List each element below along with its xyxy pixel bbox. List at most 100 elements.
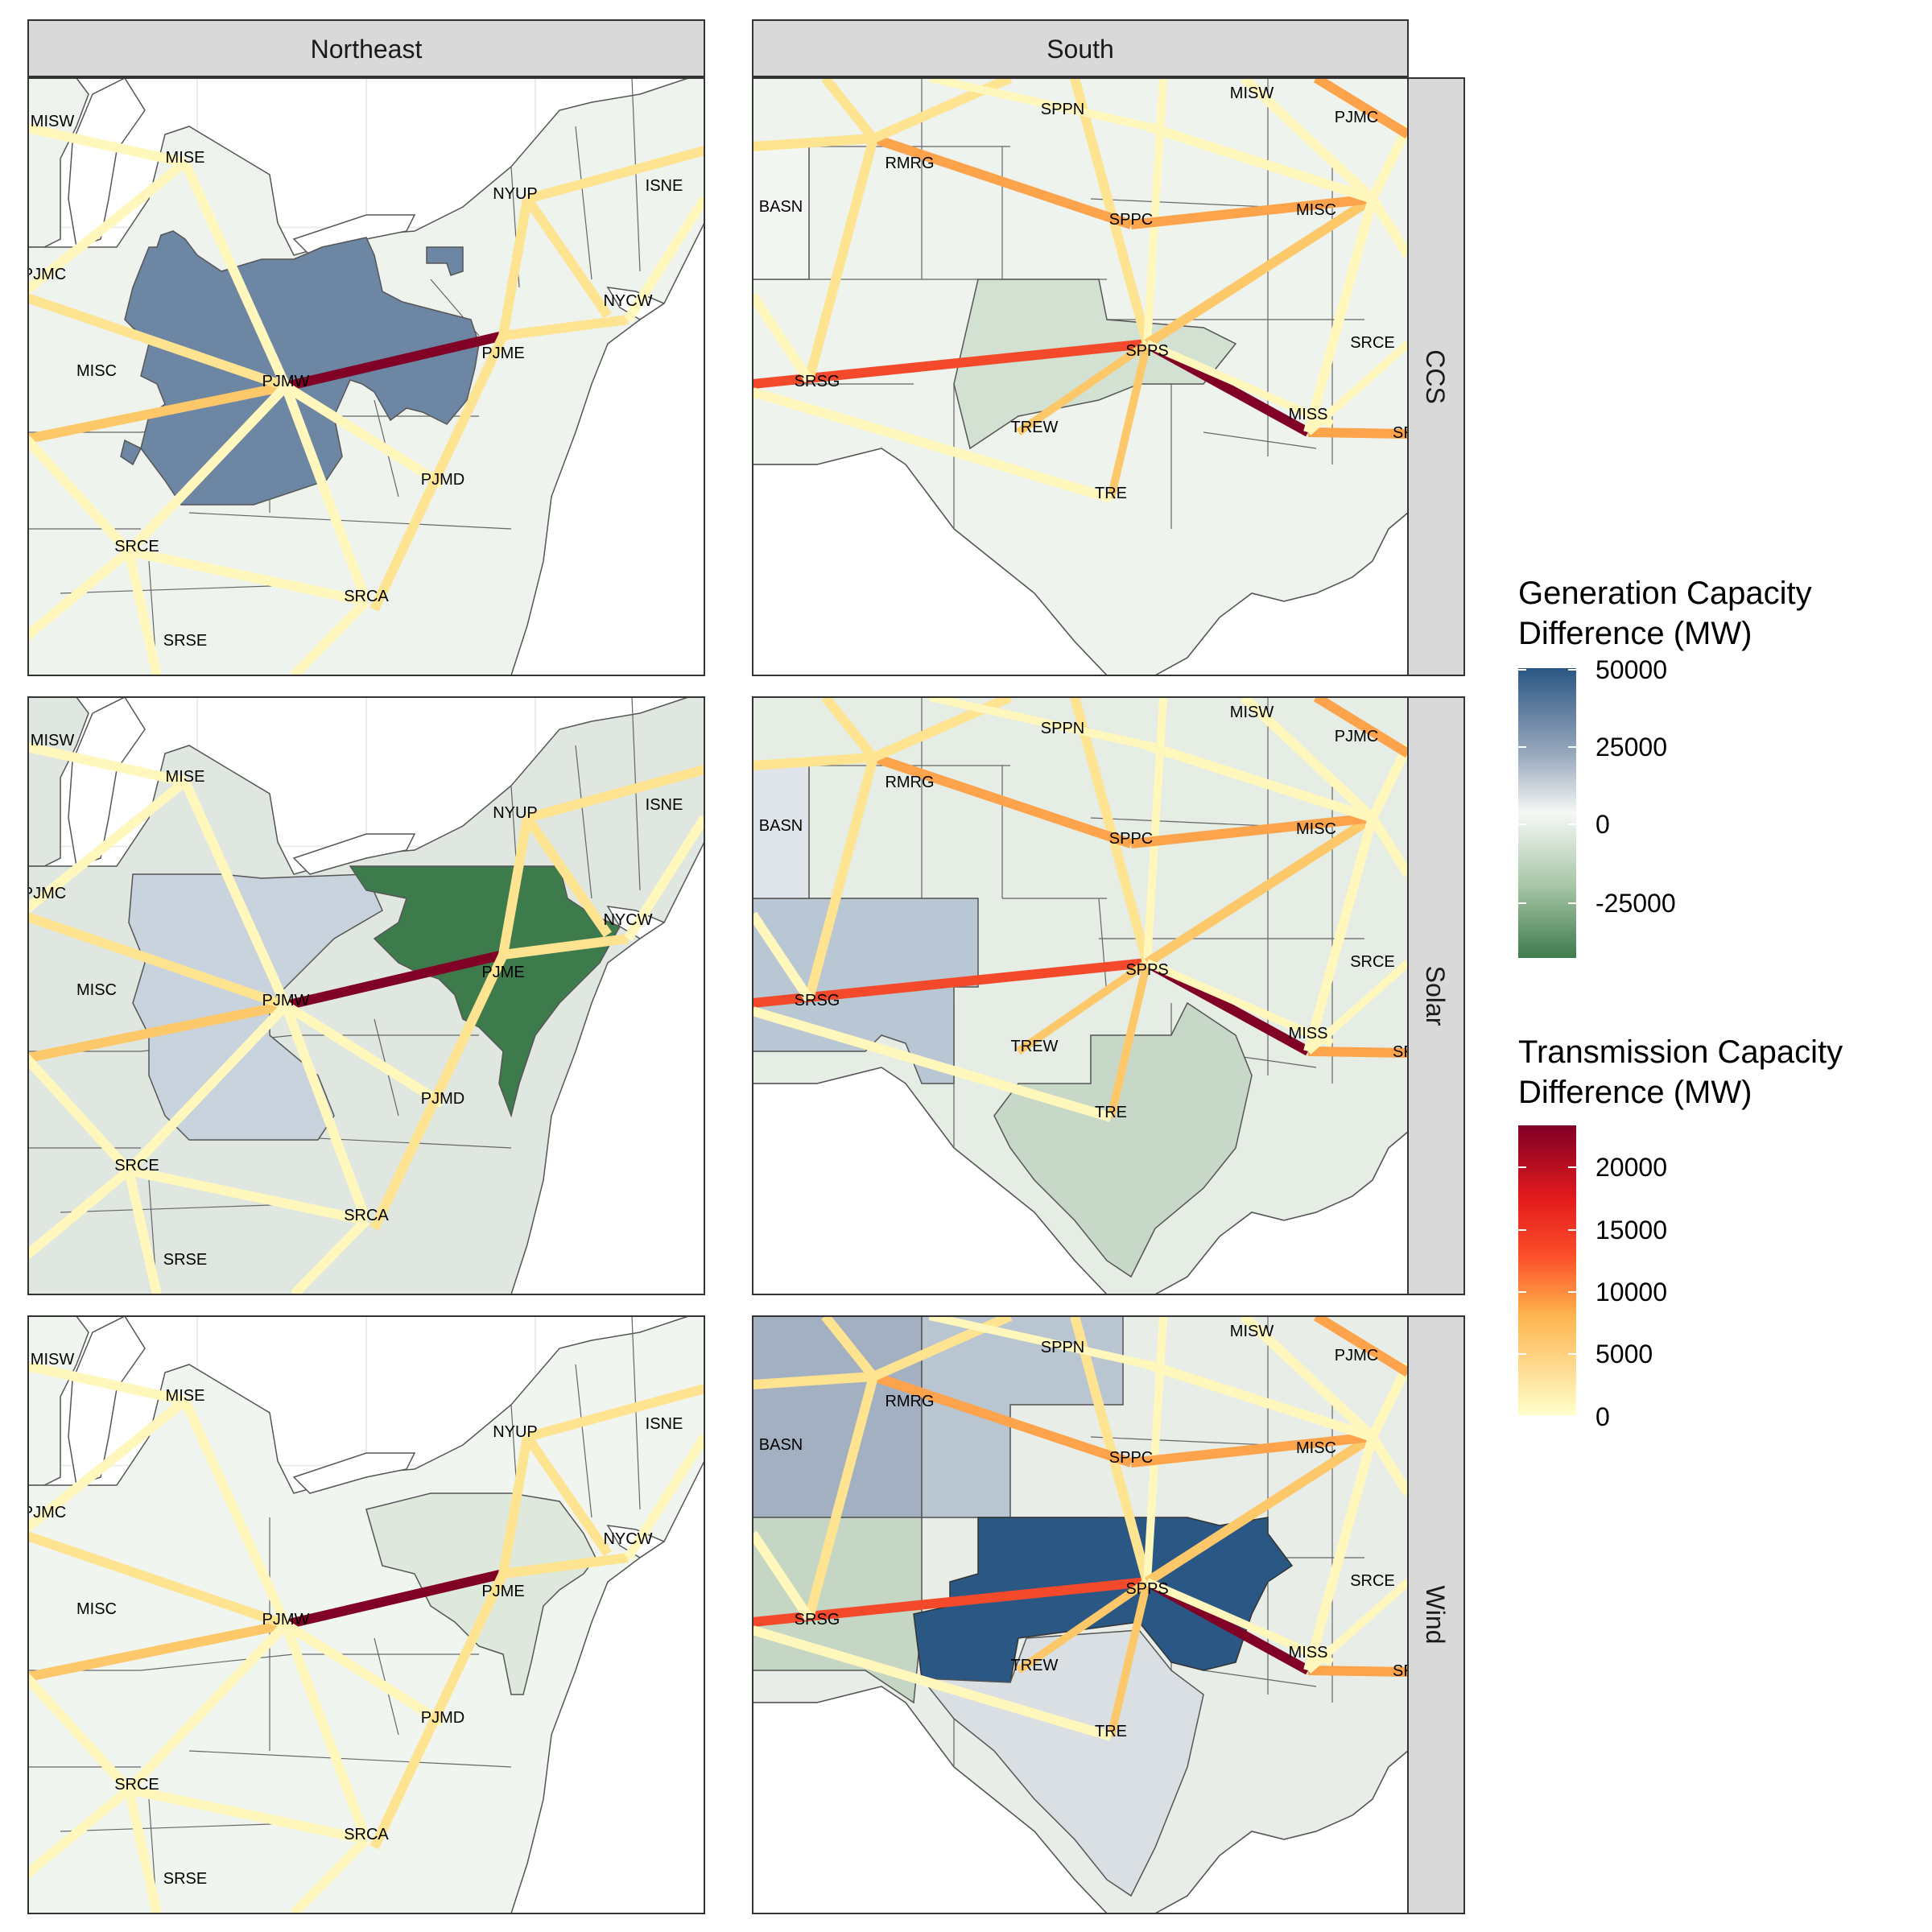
transmission-line	[1368, 1362, 1408, 1439]
row-label-ccs: CCS	[1421, 349, 1450, 404]
node-label-misc: MISC	[1296, 1439, 1336, 1457]
node-label-spps: SPPS	[1125, 342, 1168, 360]
panel-border	[752, 1315, 1409, 1914]
node-label-rmrg: RMRG	[885, 774, 934, 791]
boundary-line	[631, 697, 641, 891]
node-label-nycw: NYCW	[603, 1530, 652, 1548]
node-label-srse: SRSE	[163, 1251, 207, 1269]
boundary-line	[188, 512, 512, 530]
transmission-line	[283, 1620, 446, 1728]
node-label-spps: SPPS	[1125, 961, 1168, 979]
node-label-srca: SRCA	[344, 1207, 389, 1224]
transmission-line	[28, 1785, 132, 1880]
transmission-line	[526, 1384, 704, 1442]
panel-border	[752, 77, 1409, 676]
node-label-isne: ISNE	[646, 177, 683, 195]
node-label-srse: SRSE	[163, 632, 207, 650]
transmission-line	[1130, 813, 1373, 848]
transmission-line	[28, 912, 287, 1010]
transmission-line	[523, 815, 612, 938]
boundary-line	[1090, 1436, 1269, 1446]
transmission-line	[124, 550, 162, 675]
transmission-line	[753, 387, 1113, 503]
transmission-line	[502, 1553, 629, 1579]
transmission-line	[28, 382, 287, 444]
node-label-tre: TRE	[1095, 485, 1127, 502]
node-label-pjmd: PJMD	[421, 1709, 464, 1727]
transmission-line	[526, 146, 704, 204]
transmission-line	[124, 1788, 162, 1913]
node-label-pjme: PJME	[481, 345, 524, 362]
transmission-line	[127, 1785, 368, 1844]
node-label-srs: SRS	[1393, 1043, 1426, 1061]
node-label-srce: SRCE	[114, 538, 159, 555]
transmission-line	[623, 815, 704, 942]
transmission-line	[28, 1053, 133, 1174]
node-label-trew: TREW	[1011, 1038, 1059, 1055]
transmission-line	[1368, 1434, 1408, 1496]
transmission-line	[1146, 1360, 1374, 1442]
node-label-nycw: NYCW	[603, 292, 652, 310]
transmission-line	[804, 756, 878, 1001]
transmission-line	[498, 197, 532, 337]
transmission-line	[1368, 124, 1408, 201]
gulf-shape	[1154, 1750, 1408, 1913]
legend-generation-colorbar	[1518, 668, 1576, 958]
transmission-line	[623, 196, 704, 323]
highlight-region	[365, 1492, 597, 1695]
transmission-line	[1107, 1580, 1151, 1738]
transmission-line	[1240, 1316, 1377, 1441]
boundary-line	[631, 1316, 641, 1510]
node-label-misc: MISC	[1296, 201, 1336, 219]
transmission-line	[28, 1397, 188, 1534]
node-label-pjmw: PJMW	[262, 373, 310, 390]
node-label-srs: SRS	[1393, 424, 1426, 442]
row-label-wind: Wind	[1421, 1586, 1450, 1645]
node-label-pjmc: PJMC	[23, 1504, 66, 1521]
legend-generation-tick-label: 25000	[1596, 733, 1667, 762]
panel-south-solar: MISW SPPN PJMC RMRG BASN SPPC MISC SRCE SPPS SRSG…	[752, 696, 1426, 1295]
transmission-line	[1143, 697, 1167, 964]
transmission-line	[1107, 342, 1151, 500]
boundary-line	[140, 1653, 295, 1671]
node-label-srca: SRCA	[344, 588, 389, 605]
node-label-tre: TRE	[1095, 1104, 1127, 1121]
node-label-sppc: SPPC	[1109, 211, 1153, 229]
transmission-line	[1303, 197, 1377, 434]
node-label-misc: MISC	[76, 981, 117, 999]
transmission-line	[281, 384, 371, 604]
transmission-line	[1303, 1435, 1377, 1672]
transmission-line	[28, 159, 188, 295]
node-label-srce: SRCE	[114, 1776, 159, 1794]
boundary-line	[188, 1750, 512, 1768]
lake-shape	[292, 833, 416, 875]
transmission-line	[1146, 741, 1374, 823]
transmission-line	[498, 1435, 532, 1575]
node-label-misw: MISW	[1230, 1323, 1274, 1340]
node-label-trew: TREW	[1011, 419, 1059, 436]
transmission-line	[1070, 1316, 1152, 1583]
transmission-line	[1305, 341, 1408, 436]
transmission-line	[1305, 960, 1408, 1055]
transmission-line	[281, 1003, 371, 1223]
region-shape	[993, 1001, 1253, 1278]
transmission-line	[1107, 961, 1151, 1119]
node-label-srsg: SRSG	[795, 992, 840, 1009]
transmission-line	[1303, 816, 1377, 1053]
transmission-line	[28, 1361, 187, 1406]
transmission-line	[290, 1216, 370, 1294]
legend-generation: Generation Capacity Difference (MW) 5000…	[1518, 576, 1812, 958]
transmission-line	[369, 1571, 508, 1850]
highlight-region	[120, 439, 142, 466]
node-label-srs: SRS	[1393, 1662, 1426, 1680]
transmission-line	[1070, 78, 1152, 345]
boundary-line	[1090, 198, 1269, 208]
transmission-line	[28, 434, 133, 555]
node-label-basn: BASN	[759, 1436, 803, 1454]
transmission-line	[872, 1372, 1133, 1468]
boundary-line	[575, 1364, 592, 1518]
transmission-line	[804, 1375, 878, 1620]
legend-transmission: Transmission Capacity Difference (MW) 20…	[1518, 1034, 1843, 1431]
transmission-line	[623, 1434, 704, 1561]
transmission-line	[498, 816, 532, 956]
